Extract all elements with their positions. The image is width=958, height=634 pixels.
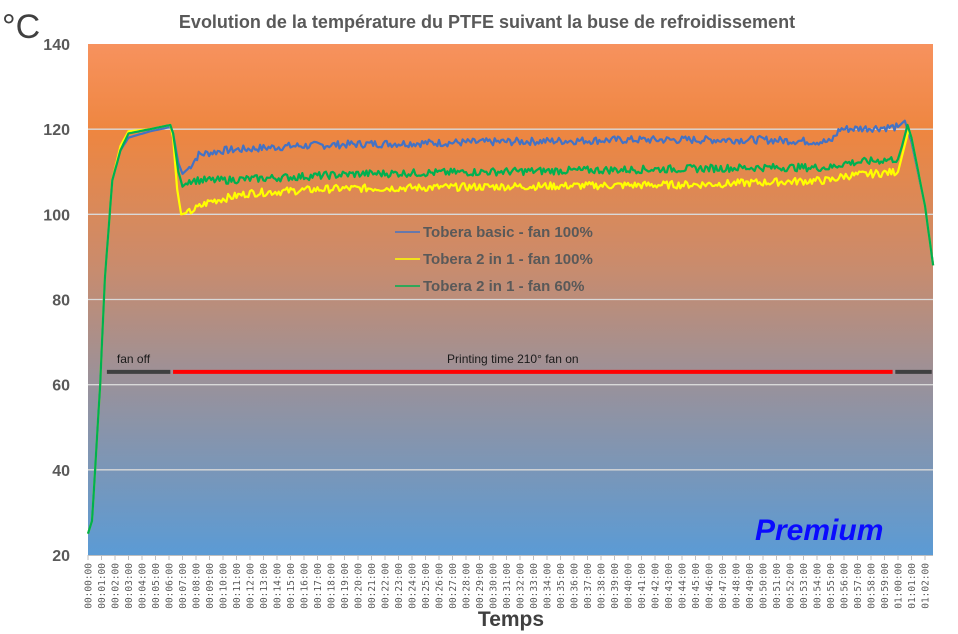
x-tick-label: 00:13:00 (259, 563, 270, 609)
x-tick-label: 00:44:00 (678, 563, 689, 609)
x-tick-label: 00:07:00 (178, 563, 189, 609)
y-tick-label: 140 (43, 37, 70, 54)
chart-title: Evolution de la température du PTFE suiv… (179, 12, 795, 32)
x-tick-label: 00:06:00 (165, 563, 176, 609)
legend-label: Tobera 2 in 1 - fan 60% (423, 278, 584, 295)
x-tick-label: 00:46:00 (705, 563, 716, 609)
y-axis-unit: °C (2, 8, 40, 46)
x-tick-label: 00:49:00 (745, 563, 756, 609)
x-tick-label: 00:50:00 (759, 563, 770, 609)
x-tick-label: 00:01:00 (97, 563, 108, 609)
fan-status-label: Printing time 210° fan on (447, 352, 579, 366)
x-tick-label: 00:23:00 (394, 563, 405, 609)
x-tick-label: 00:36:00 (570, 563, 581, 609)
x-tick-label: 00:39:00 (610, 563, 621, 609)
series-line-2 (86, 123, 935, 535)
y-tick-label: 120 (43, 122, 70, 139)
x-tick-label: 00:52:00 (786, 563, 797, 609)
fan-status-label: fan off (117, 352, 151, 366)
x-tick-label: 00:18:00 (327, 563, 338, 609)
x-tick-label: 00:57:00 (853, 563, 864, 609)
legend-label: Tobera 2 in 1 - fan 100% (423, 251, 593, 268)
x-tick-label: 00:02:00 (111, 563, 122, 609)
x-tick-label: 00:31:00 (502, 563, 513, 609)
x-tick-label: 00:40:00 (624, 563, 635, 609)
y-tick-label: 80 (52, 293, 70, 310)
x-tick-label: 00:41:00 (637, 563, 648, 609)
series-line-3 (86, 123, 935, 535)
x-tick-label: 00:54:00 (813, 563, 824, 609)
x-tick-label: 00:38:00 (597, 563, 608, 609)
y-tick-label: 60 (52, 378, 70, 395)
x-axis-label: Temps (478, 608, 544, 631)
x-tick-label: 00:15:00 (286, 563, 297, 609)
x-tick-label: 00:03:00 (124, 563, 135, 609)
x-tick-label: 00:19:00 (340, 563, 351, 609)
x-tick-label: 00:05:00 (151, 563, 162, 609)
x-tick-label: 00:09:00 (205, 563, 216, 609)
x-tick-label: 00:08:00 (192, 563, 203, 609)
x-tick-label: 00:55:00 (826, 563, 837, 609)
x-tick-label: 00:32:00 (516, 563, 527, 609)
x-tick-label: 00:58:00 (867, 563, 878, 609)
legend: Tobera basic - fan 100% Tobera 2 in 1 - f… (395, 224, 593, 295)
x-tick-label: 00:04:00 (138, 563, 149, 609)
x-tick-label: 00:24:00 (408, 563, 419, 609)
x-tick-label: 00:22:00 (381, 563, 392, 609)
x-tick-label: 00:21:00 (367, 563, 378, 609)
x-tick-label: 00:20:00 (354, 563, 365, 609)
x-tick-label: 00:34:00 (543, 563, 554, 609)
x-tick-label: 00:17:00 (313, 563, 324, 609)
x-tick-label: 00:30:00 (489, 563, 500, 609)
x-tick-label: 00:14:00 (273, 563, 284, 609)
x-tick-label: 00:53:00 (799, 563, 810, 609)
x-tick-label: 01:02:00 (921, 563, 932, 609)
x-tick-label: 00:42:00 (651, 563, 662, 609)
x-tick-label: 01:01:00 (907, 563, 918, 609)
x-tick-label: 00:33:00 (529, 563, 540, 609)
x-tick-label: 00:47:00 (718, 563, 729, 609)
x-tick-label: 00:51:00 (772, 563, 783, 609)
x-tick-label: 00:45:00 (691, 563, 702, 609)
x-tick-label: 00:10:00 (219, 563, 230, 609)
x-tick-label: 00:00:00 (84, 563, 95, 609)
x-tick-label: 00:59:00 (880, 563, 891, 609)
y-tick-label: 20 (52, 548, 70, 565)
x-tick-label: 00:12:00 (246, 563, 257, 609)
series-line-1 (86, 119, 935, 535)
x-tick-label: 00:48:00 (732, 563, 743, 609)
x-tick-label: 00:43:00 (664, 563, 675, 609)
x-tick-label: 00:56:00 (840, 563, 851, 609)
x-tick-label: 00:29:00 (475, 563, 486, 609)
x-tick-label: 00:26:00 (435, 563, 446, 609)
x-tick-label: 00:11:00 (232, 563, 243, 609)
x-tick-label: 00:25:00 (421, 563, 432, 609)
premium-watermark: Premium (755, 514, 883, 547)
x-tick-label: 00:37:00 (583, 563, 594, 609)
x-tick-label: 00:28:00 (462, 563, 473, 609)
y-tick-label: 100 (43, 207, 70, 224)
x-tick-label: 01:00:00 (894, 563, 905, 609)
y-tick-label: 40 (52, 463, 70, 480)
x-tick-label: 00:27:00 (448, 563, 459, 609)
legend-label: Tobera basic - fan 100% (423, 224, 593, 241)
x-tick-label: 00:35:00 (556, 563, 567, 609)
x-tick-label: 00:16:00 (300, 563, 311, 609)
